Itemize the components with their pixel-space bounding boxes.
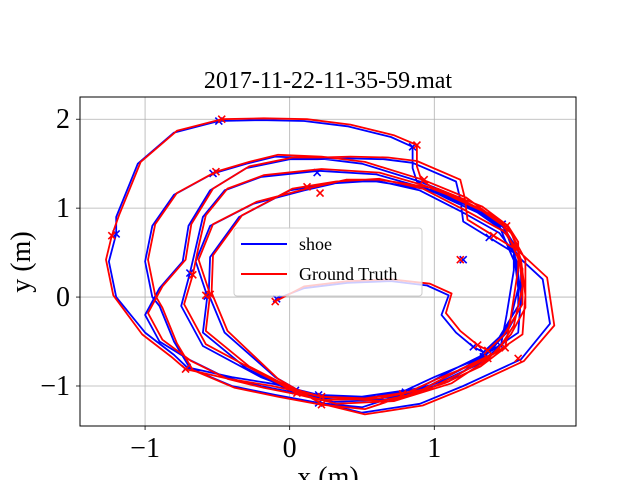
marker-ground-truth [107,231,116,240]
y-tick-label: 0 [56,282,70,313]
legend-label-ground-truth: Ground Truth [299,264,398,284]
marker-shoe [459,255,468,264]
y-tick-label: −1 [40,371,70,402]
marker-ground-truth [181,365,190,374]
x-axis-label: x (m) [297,462,358,480]
marker-ground-truth [473,341,482,350]
legend: shoe Ground Truth [233,227,423,297]
plot-frame [79,96,577,427]
marker-ground-truth [483,346,492,355]
legend-label-shoe: shoe [299,234,332,254]
series-line-shoe [108,119,551,414]
y-tick-label: 1 [56,193,70,224]
marker-ground-truth [501,343,510,352]
marker-ground-truth [302,182,312,191]
plot-data-area [105,115,556,416]
y-tick-label: 2 [56,104,70,135]
axis-ticks: −1 0 1 −1 0 1 2 [40,104,441,464]
marker-ground-truth [201,291,210,300]
marker-ground-truth [398,389,407,399]
marker-ground-truth [502,221,511,230]
x-tick-label: 0 [283,433,297,464]
series-line-ground-truth [105,117,556,416]
marker-ground-truth [317,392,326,401]
marker-ground-truth [292,389,301,398]
x-tick-label: 1 [427,433,441,464]
chart-title: 2017-11-22-11-35-59.mat [204,68,453,94]
marker-ground-truth [514,354,523,363]
marker-ground-truth [489,231,498,240]
y-axis-label: y (m) [6,231,37,292]
marker-ground-truth [420,175,429,184]
marker-ground-truth [456,255,465,264]
x-tick-label: −1 [130,433,160,464]
marker-ground-truth [483,354,492,363]
marker-ground-truth [217,115,226,124]
marker-ground-truth [412,140,421,150]
marker-ground-truth [271,297,280,306]
marker-ground-truth [211,167,220,176]
marker-ground-truth [188,270,197,279]
marker-ground-truth [317,400,326,409]
marker-ground-truth [315,188,325,198]
